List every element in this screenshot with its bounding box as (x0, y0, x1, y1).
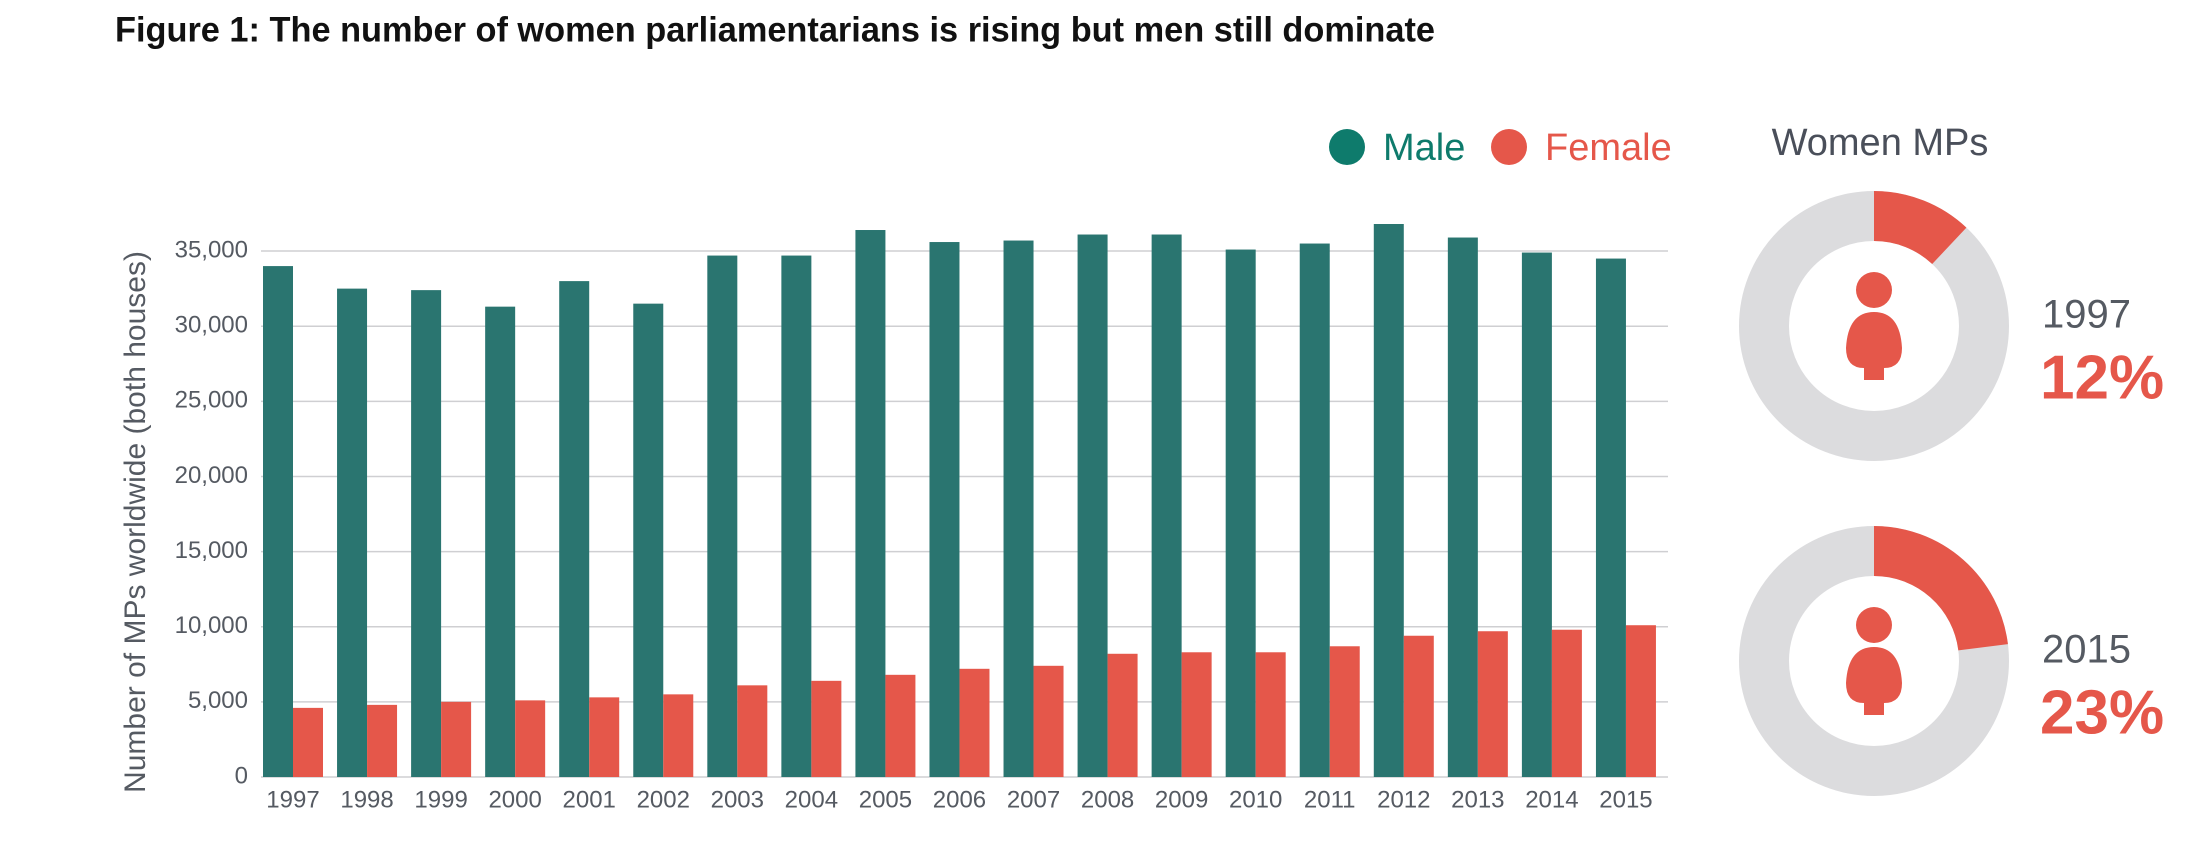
y-axis-title: Number of MPs worldwide (both houses) (119, 251, 152, 793)
bar (1403, 635, 1434, 777)
chart-title: Figure 1: The number of women parliament… (115, 10, 1435, 49)
bar (559, 281, 590, 777)
x-tick-label: 1997 (266, 786, 319, 813)
bar (485, 306, 516, 777)
x-tick-label: 1998 (340, 786, 393, 813)
x-tick-label: 1999 (414, 786, 467, 813)
donut-segment (1873, 191, 1967, 265)
y-tick-label: 35,000 (175, 236, 248, 263)
x-tick-label: 2004 (785, 786, 838, 813)
bar (929, 242, 960, 777)
bar (1521, 252, 1552, 777)
legend-swatch (1329, 129, 1365, 165)
bar (589, 697, 620, 777)
donut-year: 2015 (2042, 628, 2131, 672)
bar (959, 668, 990, 777)
bar (1625, 625, 1656, 777)
bar (293, 707, 323, 777)
bar (515, 700, 546, 777)
x-tick-label: 2006 (933, 786, 986, 813)
x-tick-label: 2011 (1304, 786, 1356, 813)
y-tick-label: 0 (235, 762, 248, 789)
legend-label: Female (1545, 127, 1672, 169)
x-tick-label: 2014 (1525, 786, 1578, 813)
bar (781, 255, 812, 778)
bar (1329, 646, 1360, 777)
bar (811, 680, 842, 777)
bar (1151, 234, 1182, 778)
legend-label: Male (1383, 127, 1465, 169)
x-tick-label: 2007 (1007, 786, 1060, 813)
person-head (1856, 272, 1892, 308)
bar (663, 694, 694, 777)
person-head (1856, 607, 1892, 643)
bar (1595, 258, 1626, 777)
y-tick-label: 15,000 (175, 537, 248, 564)
donut-value-label: 23% (2040, 678, 2164, 747)
x-tick-label: 2012 (1377, 786, 1430, 813)
bar (855, 230, 886, 777)
bar (1373, 224, 1404, 778)
x-tick-label: 2005 (859, 786, 912, 813)
bar (737, 685, 768, 777)
person-body (1846, 312, 1902, 380)
bar (337, 288, 368, 777)
x-tick-label: 2000 (488, 786, 541, 813)
bar (263, 266, 293, 777)
person-body (1846, 647, 1902, 715)
bar (1477, 631, 1508, 777)
bar (1003, 240, 1034, 777)
bar (633, 303, 664, 777)
donut-title: Women MPs (1772, 122, 1989, 164)
bar (1255, 652, 1286, 777)
bar (1077, 234, 1108, 778)
donut-segment (1873, 526, 2008, 652)
donut-year: 1997 (2042, 293, 2131, 337)
x-tick-label: 2009 (1155, 786, 1208, 813)
bar (1107, 653, 1138, 777)
y-tick-label: 20,000 (175, 462, 248, 489)
x-tick-label: 2002 (637, 786, 690, 813)
y-tick-label: 10,000 (175, 612, 248, 639)
x-tick-label: 2013 (1451, 786, 1504, 813)
bar (707, 255, 738, 778)
bar (1181, 652, 1212, 777)
bar (1033, 665, 1064, 777)
x-tick-label: 2001 (563, 786, 616, 813)
bar (1447, 237, 1478, 777)
y-tick-label: 30,000 (175, 312, 248, 339)
y-tick-label: 5,000 (188, 687, 248, 714)
bar (885, 674, 916, 777)
x-tick-label: 2010 (1229, 786, 1282, 813)
bar (1299, 243, 1330, 778)
donut-value-label: 12% (2040, 343, 2164, 412)
bar (1225, 249, 1256, 778)
bar (367, 704, 398, 777)
x-tick-label: 2008 (1081, 786, 1134, 813)
bar (1551, 629, 1582, 777)
y-tick-label: 25,000 (175, 387, 248, 414)
legend-swatch (1491, 129, 1527, 165)
bar (411, 290, 442, 777)
bar (441, 701, 472, 777)
x-tick-label: 2015 (1599, 786, 1652, 813)
x-tick-label: 2003 (711, 786, 764, 813)
